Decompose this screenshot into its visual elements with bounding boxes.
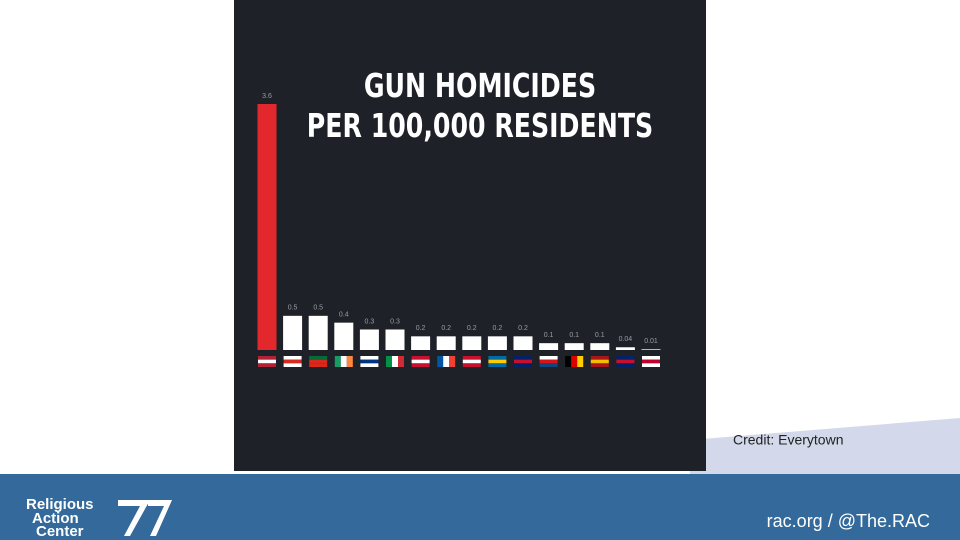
logo: Religious Action Center	[26, 496, 172, 540]
flag	[386, 356, 392, 367]
data-label: 0.2	[493, 325, 503, 332]
flag	[488, 356, 507, 360]
flag	[411, 363, 430, 367]
flag	[346, 356, 353, 367]
flag	[488, 359, 507, 364]
logo-text: Center	[36, 523, 84, 540]
flag	[437, 356, 444, 367]
flag	[590, 359, 609, 364]
flag	[571, 356, 578, 367]
flag	[258, 359, 276, 364]
flag	[392, 356, 398, 367]
chart-panel	[234, 0, 706, 471]
flag	[258, 363, 276, 367]
flag	[283, 363, 302, 367]
bar	[641, 349, 661, 350]
data-label: 0.2	[467, 325, 477, 332]
flag	[360, 363, 379, 367]
flag	[488, 363, 507, 367]
flag	[309, 356, 328, 360]
flag	[539, 359, 558, 364]
data-label: 0.3	[365, 318, 375, 325]
data-label: 3.6	[262, 93, 272, 100]
flag	[462, 359, 481, 364]
data-label: 0.01	[644, 338, 658, 345]
bar	[513, 336, 533, 350]
logo-text: Action	[32, 510, 79, 527]
flag	[411, 356, 430, 360]
flag	[443, 356, 450, 367]
data-label: 0.5	[288, 305, 298, 312]
bar	[539, 343, 559, 350]
flag	[642, 363, 660, 367]
data-label: 0.2	[441, 325, 451, 332]
data-label: 0.4	[339, 312, 349, 319]
flag	[616, 359, 635, 364]
bar	[359, 329, 379, 350]
bar	[615, 347, 635, 350]
chart-title: GUN HOMICIDES	[364, 68, 596, 106]
bar	[564, 343, 584, 350]
flag	[309, 359, 328, 364]
bar	[283, 315, 303, 350]
credit: Credit: Everytown	[733, 432, 843, 448]
footer-links: rac.org / @The.RAC	[767, 511, 930, 531]
bar	[487, 336, 507, 350]
data-label: 0.04	[619, 336, 633, 343]
flag	[462, 356, 481, 360]
flag	[590, 363, 609, 367]
data-label: 0.1	[569, 332, 579, 339]
flag	[539, 356, 558, 360]
bar	[257, 104, 277, 350]
flag	[514, 356, 532, 360]
flag	[360, 359, 379, 364]
flag	[577, 356, 584, 367]
flag	[616, 356, 635, 360]
flag	[283, 356, 302, 360]
flag	[449, 356, 456, 367]
logo-mark	[118, 500, 172, 536]
bar	[334, 322, 354, 350]
flag	[309, 363, 328, 367]
flag	[462, 363, 481, 367]
flag	[514, 363, 532, 367]
data-label: 0.3	[390, 318, 400, 325]
flag	[360, 356, 379, 360]
bar	[462, 336, 482, 350]
footer-band	[0, 474, 960, 540]
data-label: 0.1	[544, 332, 554, 339]
flag	[334, 356, 341, 367]
flag	[642, 356, 660, 360]
flag	[514, 359, 532, 364]
flag	[590, 356, 609, 360]
flag	[283, 359, 302, 364]
data-label: 0.2	[416, 325, 426, 332]
data-label: 0.1	[595, 332, 605, 339]
flag	[539, 363, 558, 367]
bar	[385, 329, 405, 350]
flag	[616, 363, 635, 367]
logo-text: Religious	[26, 496, 94, 513]
flag	[398, 356, 404, 367]
flag	[642, 359, 660, 364]
bar	[436, 336, 456, 350]
flag	[411, 359, 430, 364]
data-label: 0.5	[313, 305, 323, 312]
bar	[590, 343, 610, 350]
bar	[308, 315, 328, 350]
flag	[565, 356, 572, 367]
flag	[340, 356, 347, 367]
data-label: 0.2	[518, 325, 528, 332]
flag	[258, 356, 276, 360]
bar	[411, 336, 431, 350]
swoosh	[690, 418, 960, 474]
chart-title: PER 100,000 RESIDENTS	[307, 108, 653, 146]
